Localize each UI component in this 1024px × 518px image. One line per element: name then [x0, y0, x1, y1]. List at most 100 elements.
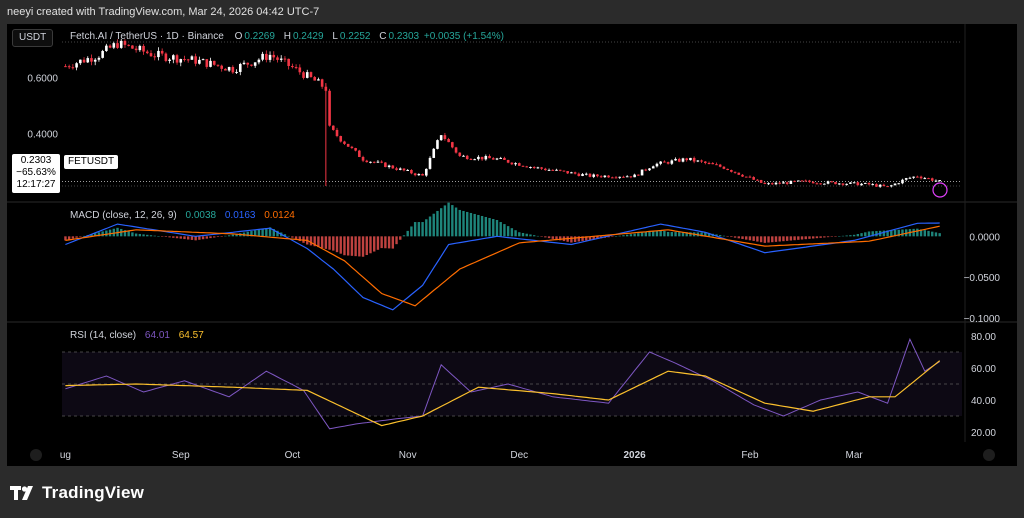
- candle-body: [499, 157, 502, 159]
- macd-histogram-bar: [596, 236, 599, 239]
- candle-body: [465, 155, 469, 160]
- candle-body: [930, 178, 934, 181]
- candle-body: [789, 180, 793, 184]
- macd-hist-value: 0.0038: [185, 210, 217, 221]
- candle-body: [179, 59, 183, 63]
- macd-histogram-bar: [689, 232, 692, 237]
- rsi-value: 64.01: [144, 330, 170, 341]
- macd-histogram-bar: [666, 231, 670, 237]
- candle-body: [227, 67, 231, 71]
- candle-body: [477, 156, 480, 160]
- candle-body: [774, 182, 778, 185]
- low-label: L: [332, 31, 338, 42]
- candle-body: [172, 55, 175, 60]
- macd-histogram-bar: [797, 236, 800, 240]
- macd-histogram-bar: [272, 229, 275, 237]
- macd-histogram-bar: [142, 234, 145, 237]
- macd-histogram-bar: [213, 236, 216, 238]
- macd-histogram-bar: [447, 202, 450, 237]
- candle-body: [469, 159, 473, 161]
- high-value: 0.2429: [292, 31, 324, 42]
- macd-histogram-bar: [893, 229, 897, 237]
- macd-histogram-bar: [428, 216, 432, 237]
- candle-body: [365, 160, 369, 163]
- chart-panel[interactable]: [7, 24, 1017, 466]
- macd-histogram-bar: [577, 236, 581, 242]
- macd-histogram-bar: [216, 236, 220, 237]
- macd-histogram-bar: [748, 236, 752, 241]
- macd-histogram-bar: [506, 226, 510, 237]
- candle-body: [358, 150, 361, 158]
- close-label: C: [379, 31, 387, 42]
- candle-body: [309, 72, 313, 78]
- macd-histogram-bar: [138, 233, 142, 237]
- macd-histogram-bar: [64, 236, 67, 241]
- candle-body: [454, 147, 458, 153]
- candle-body: [916, 176, 919, 178]
- macd-histogram-bar: [250, 231, 253, 237]
- macd-histogram-bar: [771, 236, 774, 243]
- candle-body: [298, 67, 302, 73]
- macd-histogram-bar: [592, 236, 595, 240]
- candle-body: [67, 66, 71, 68]
- macd-histogram-bar: [123, 230, 127, 237]
- candle-body: [800, 180, 804, 182]
- candle-body: [726, 168, 729, 171]
- macd-histogram-bar: [324, 236, 328, 249]
- candle-body: [354, 148, 357, 151]
- macd-histogram-bar: [633, 233, 636, 237]
- candle-body: [811, 181, 815, 184]
- macd-histogram-bar: [681, 232, 685, 237]
- candle-body: [733, 171, 737, 173]
- candle-body: [692, 157, 696, 162]
- candle-body: [343, 141, 346, 144]
- candle-body: [685, 158, 689, 161]
- candle-body: [886, 186, 889, 188]
- candle-body: [603, 175, 607, 178]
- candle-body: [759, 179, 763, 183]
- macd-histogram-bar: [834, 236, 837, 237]
- candle-body: [655, 163, 659, 167]
- candle-body: [767, 183, 770, 185]
- macd-histogram-bar: [823, 236, 826, 238]
- macd-histogram-bar: [871, 231, 874, 237]
- candle-body: [555, 169, 558, 171]
- candle-body: [421, 174, 424, 176]
- candle-body: [242, 62, 246, 64]
- candle-body: [882, 184, 886, 187]
- candle-body: [413, 173, 417, 176]
- candle-body: [923, 178, 927, 180]
- candle-body: [287, 58, 290, 66]
- macd-histogram-bar: [759, 236, 763, 243]
- macd-histogram-bar: [175, 236, 179, 239]
- candle-body: [815, 183, 819, 185]
- symbol-tag: FETUSDT: [64, 155, 119, 169]
- macd-histogram-bar: [618, 235, 621, 237]
- candle-body: [763, 182, 767, 184]
- price-tag-countdown: 12:17:27: [16, 179, 56, 190]
- candle-body: [689, 157, 692, 161]
- candle-body: [261, 53, 264, 60]
- macd-histogram-bar: [235, 233, 238, 237]
- candle-body: [614, 177, 618, 179]
- macd-histogram-bar: [782, 236, 785, 242]
- candle-body: [558, 169, 562, 171]
- candle-body: [105, 45, 108, 51]
- candle-body: [651, 166, 655, 169]
- macd-histogram-bar: [417, 222, 421, 237]
- candle-body: [611, 177, 614, 179]
- macd-histogram-bar: [369, 236, 372, 254]
- candle-body: [257, 59, 261, 63]
- macd-tick-label: −0.1000: [964, 314, 1001, 325]
- macd-histogram-bar: [700, 232, 703, 237]
- candle-body: [149, 53, 153, 57]
- candle-body: [529, 166, 532, 168]
- macd-histogram-bar: [570, 236, 573, 243]
- currency-button[interactable]: USDT: [12, 29, 54, 47]
- candle-body: [376, 161, 380, 163]
- candle-body: [138, 45, 142, 51]
- macd-histogram-bar: [71, 236, 75, 239]
- macd-histogram-bar: [421, 222, 424, 237]
- candle-body: [246, 62, 250, 65]
